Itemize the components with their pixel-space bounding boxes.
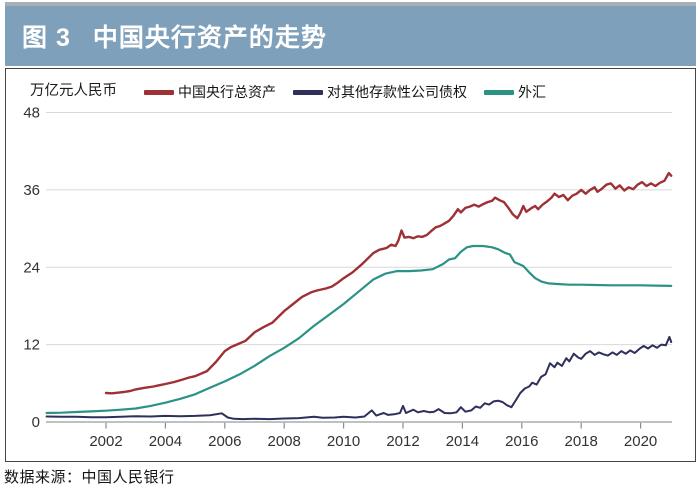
y-axis-unit-label: 万亿元人民币 [30, 83, 117, 99]
figure-title: 中国央行资产的走势 [92, 24, 327, 52]
x-tick-label-2010: 2010 [327, 433, 360, 450]
x-tick-label-2002: 2002 [89, 433, 122, 450]
line-total-assets [104, 171, 673, 395]
line-foreign-exchange [45, 244, 673, 415]
y-tick-label-24: 24 [23, 259, 40, 276]
legend-swatch-total-assets [144, 89, 174, 95]
y-tick-label-48: 48 [23, 105, 40, 122]
plot-svg: 0 12 24 36 48 2002 2004 2006 2008 2010 2012 2014 201… [23, 105, 673, 450]
legend-label-total-assets: 中国央行总资产 [178, 84, 276, 100]
data-source-text: 数据来源：中国人民银行 [4, 469, 175, 486]
x-tick-label-2006: 2006 [208, 433, 241, 450]
legend-item-total-assets: 中国央行总资产 [144, 82, 276, 102]
x-tick-label-2020: 2020 [624, 433, 657, 450]
x-tick-label-2012: 2012 [386, 433, 419, 450]
legend-swatch-foreign-exchange [484, 89, 514, 95]
figure-title-bar: 图 3 中国央行资产的走势 [5, 6, 696, 66]
figure-top-strip [5, 2, 696, 6]
legend-label-claims-on-odc: 对其他存款性公司债权 [327, 84, 467, 100]
legend: 中国央行总资产 对其他存款性公司债权 外汇 [144, 82, 546, 102]
legend-item-claims-on-odc: 对其他存款性公司债权 [293, 82, 467, 102]
data-source: 数据来源：中国人民银行 [4, 466, 175, 487]
legend-item-foreign-exchange: 外汇 [484, 82, 546, 102]
figure-label: 图 3 [22, 24, 71, 52]
x-tick-label-2008: 2008 [268, 433, 301, 450]
x-tick-label-2018: 2018 [565, 433, 598, 450]
legend-swatch-claims-on-odc [293, 89, 323, 95]
x-tick-label-2016: 2016 [505, 433, 538, 450]
y-tick-label-0: 0 [32, 414, 40, 431]
line-claims-on-odc [45, 335, 673, 421]
y-tick-label-36: 36 [23, 182, 40, 199]
legend-label-foreign-exchange: 外汇 [518, 84, 546, 100]
x-tick-label-2014: 2014 [446, 433, 479, 450]
chart-panel: 万亿元人民币 中国央行总资产 对其他存款性公司债权 外汇 0 12 24 36 48 20… [5, 68, 696, 462]
y-tick-label-12: 12 [23, 337, 40, 354]
x-tick-label-2004: 2004 [149, 433, 182, 450]
